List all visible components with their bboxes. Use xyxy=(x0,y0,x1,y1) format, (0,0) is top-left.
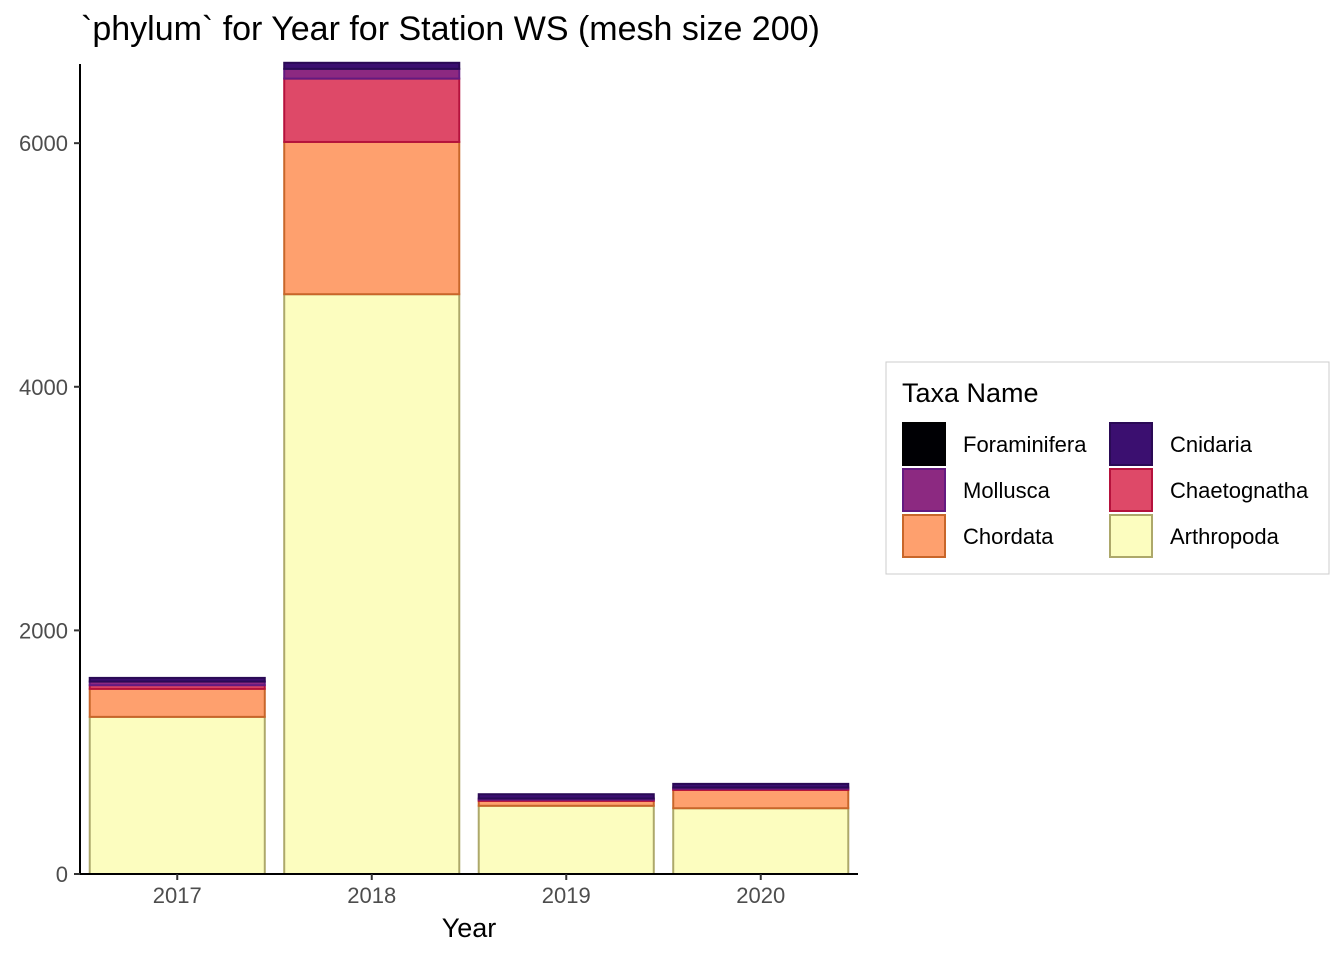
x-tick-label: 2017 xyxy=(153,883,202,908)
bar-2019-cnidaria xyxy=(477,793,655,800)
legend-label-arthropoda: Arthropoda xyxy=(1170,524,1280,549)
legend-key-chaetognatha xyxy=(1109,468,1153,512)
legend-key-foraminifera xyxy=(902,422,946,466)
y-tick-label: 6000 xyxy=(19,131,68,156)
plot-area: 0 2000 4000 6000 2017 2018 2019 2020 xyxy=(19,61,858,908)
legend-label-foraminifera: Foraminifera xyxy=(963,432,1087,457)
bar-2017-cnidaria xyxy=(88,676,266,683)
bar-2020-arthropoda xyxy=(672,807,850,876)
legend-title: Taxa Name xyxy=(902,378,1039,408)
bar-2018-chordata xyxy=(283,140,461,296)
legend-label-chaetognatha: Chaetognatha xyxy=(1170,478,1309,503)
x-tick-label: 2020 xyxy=(736,883,785,908)
legend-label-cnidaria: Cnidaria xyxy=(1170,432,1253,457)
legend-key-mollusca xyxy=(902,468,946,512)
chart-title: `phylum` for Year for Station WS (mesh s… xyxy=(81,10,820,48)
bar-2018-chaetognatha xyxy=(283,77,461,143)
y-tick-label: 2000 xyxy=(19,618,68,643)
y-axis-ticks: 0 2000 4000 6000 xyxy=(19,131,80,887)
bar-2020-cnidaria xyxy=(672,782,850,789)
legend-key-arthropoda xyxy=(1109,514,1153,558)
bar-2018-arthropoda xyxy=(283,293,461,876)
bar-2017-arthropoda xyxy=(88,715,266,876)
y-tick-label: 0 xyxy=(56,862,68,887)
legend-key-chordata xyxy=(902,514,946,558)
x-tick-label: 2018 xyxy=(347,883,396,908)
bar-2017-chordata xyxy=(88,687,266,718)
legend-label-chordata: Chordata xyxy=(963,524,1054,549)
bar-2018-mollusca xyxy=(283,67,461,80)
legend: Taxa Name Foraminifera Cnidaria Mollusca Ch… xyxy=(885,361,1330,575)
y-tick-label: 4000 xyxy=(19,375,68,400)
x-axis-title: Year xyxy=(442,913,497,943)
legend-label-mollusca: Mollusca xyxy=(963,478,1051,503)
bar-2018-cnidaria xyxy=(283,61,461,70)
bar-2019-arthropoda xyxy=(477,804,655,876)
legend-key-cnidaria xyxy=(1109,422,1153,466)
x-tick-label: 2019 xyxy=(542,883,591,908)
legend-items: Foraminifera Cnidaria Mollusca Chaetognatha… xyxy=(902,422,1309,558)
bar-2020-chordata xyxy=(672,788,850,810)
legend-box xyxy=(885,361,1330,575)
x-axis-ticks: 2017 2018 2019 2020 xyxy=(153,874,785,908)
bars xyxy=(88,61,850,876)
